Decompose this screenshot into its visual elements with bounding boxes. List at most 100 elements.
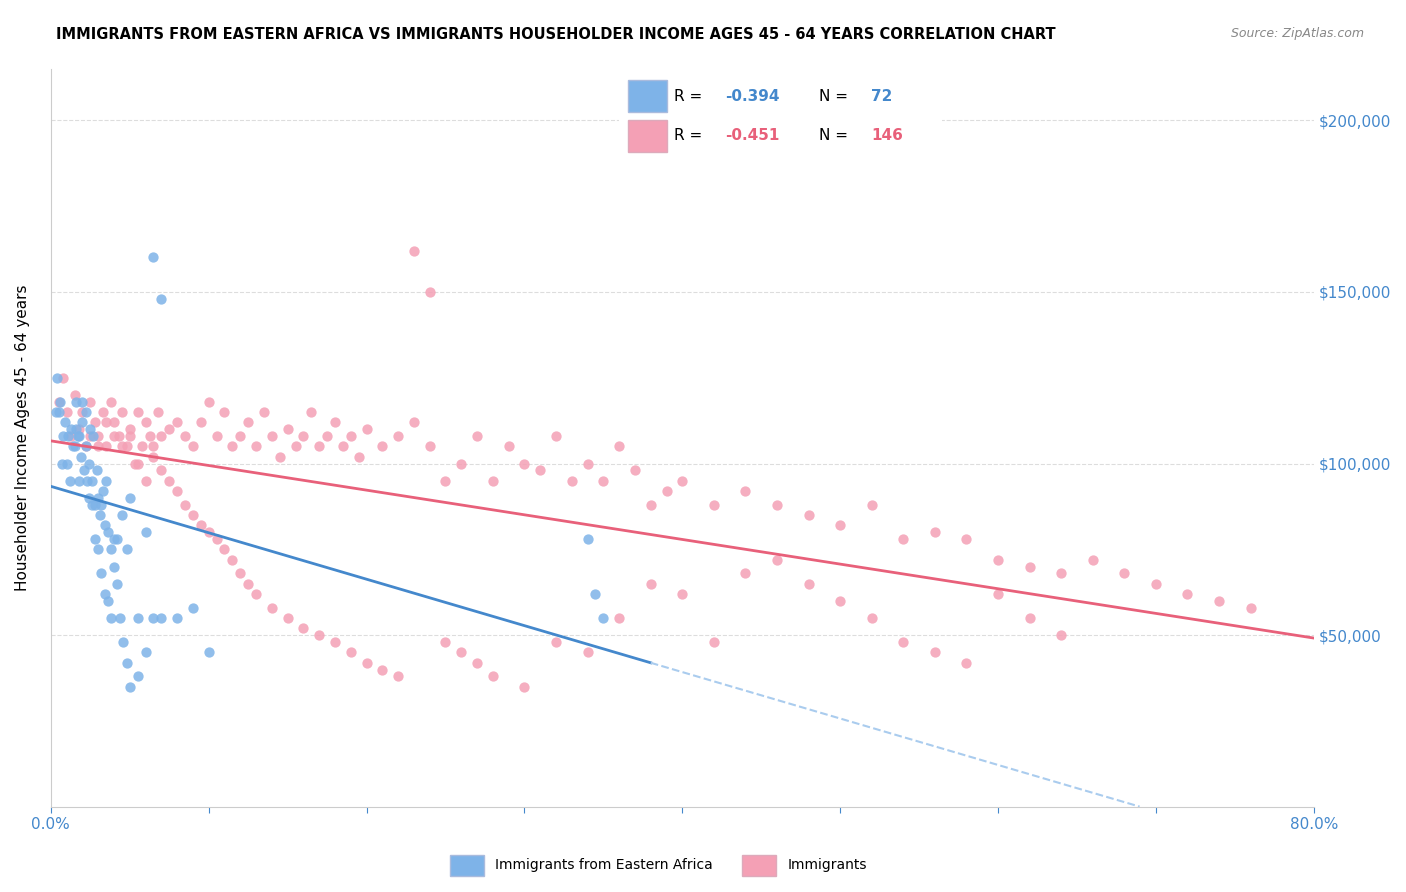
Point: [118, 491, 141, 505]
Point: [55, 457, 77, 471]
Point: [482, 669, 505, 683]
Point: [157, 474, 180, 488]
Point: [576, 645, 599, 659]
Point: [245, 587, 267, 601]
Point: [60, 429, 83, 443]
Point: [62, 439, 84, 453]
Point: [450, 645, 472, 659]
Point: [891, 635, 914, 649]
Point: [82, 429, 104, 443]
Point: [75, 439, 97, 453]
Point: [65, 422, 87, 436]
Point: [115, 656, 138, 670]
Point: [124, 457, 146, 471]
Point: [91, 405, 114, 419]
Point: [100, 394, 122, 409]
Point: [1018, 611, 1040, 625]
Point: [277, 422, 299, 436]
Point: [79, 429, 101, 443]
Point: [766, 498, 789, 512]
Point: [245, 439, 267, 453]
Point: [87, 542, 110, 557]
Point: [94, 474, 117, 488]
Point: [60, 422, 83, 436]
Point: [80, 474, 103, 488]
Point: [58, 429, 80, 443]
Point: [308, 628, 330, 642]
Point: [561, 474, 583, 488]
Point: [269, 450, 291, 464]
Point: [924, 525, 946, 540]
Text: 72: 72: [870, 89, 893, 103]
Point: [63, 388, 86, 402]
Point: [387, 429, 409, 443]
Text: -0.451: -0.451: [725, 128, 780, 143]
Point: [450, 457, 472, 471]
Point: [103, 415, 125, 429]
Point: [1144, 576, 1167, 591]
Point: [118, 429, 141, 443]
Point: [97, 525, 120, 540]
Point: [402, 244, 425, 258]
Point: [592, 474, 614, 488]
Point: [157, 422, 180, 436]
Point: [55, 405, 77, 419]
Point: [94, 439, 117, 453]
Point: [77, 457, 100, 471]
Point: [67, 429, 90, 443]
Text: R =: R =: [673, 128, 707, 143]
Point: [86, 463, 108, 477]
Point: [830, 518, 852, 533]
Point: [229, 429, 252, 443]
Point: [135, 474, 157, 488]
Point: [292, 621, 315, 635]
Point: [110, 611, 132, 625]
Point: [90, 566, 112, 581]
Point: [640, 498, 662, 512]
Point: [94, 415, 117, 429]
Point: [860, 611, 883, 625]
Point: [1208, 594, 1230, 608]
Point: [76, 474, 98, 488]
Point: [190, 415, 212, 429]
Point: [221, 439, 243, 453]
Text: 146: 146: [870, 128, 903, 143]
Point: [576, 457, 599, 471]
Point: [79, 422, 101, 436]
Point: [371, 439, 394, 453]
Bar: [450, 855, 484, 876]
Point: [592, 611, 614, 625]
Point: [205, 429, 228, 443]
Point: [142, 450, 165, 464]
Point: [860, 498, 883, 512]
Point: [69, 450, 91, 464]
Point: [75, 405, 97, 419]
Point: [77, 491, 100, 505]
Point: [127, 669, 149, 683]
Point: [465, 429, 488, 443]
Point: [1114, 566, 1136, 581]
Point: [734, 566, 756, 581]
Point: [150, 429, 173, 443]
Point: [52, 370, 75, 384]
Point: [87, 439, 110, 453]
Point: [127, 457, 149, 471]
Point: [103, 429, 125, 443]
Point: [181, 600, 204, 615]
Point: [135, 645, 157, 659]
Point: [671, 587, 693, 601]
Point: [260, 429, 283, 443]
Point: [66, 429, 89, 443]
Point: [214, 405, 236, 419]
Point: [955, 532, 977, 546]
Point: [53, 415, 76, 429]
Point: [419, 285, 441, 299]
Point: [544, 429, 567, 443]
Point: [513, 457, 536, 471]
Point: [1239, 600, 1261, 615]
Point: [131, 439, 153, 453]
Point: [402, 415, 425, 429]
Point: [197, 525, 219, 540]
Point: [205, 532, 228, 546]
Point: [115, 542, 138, 557]
